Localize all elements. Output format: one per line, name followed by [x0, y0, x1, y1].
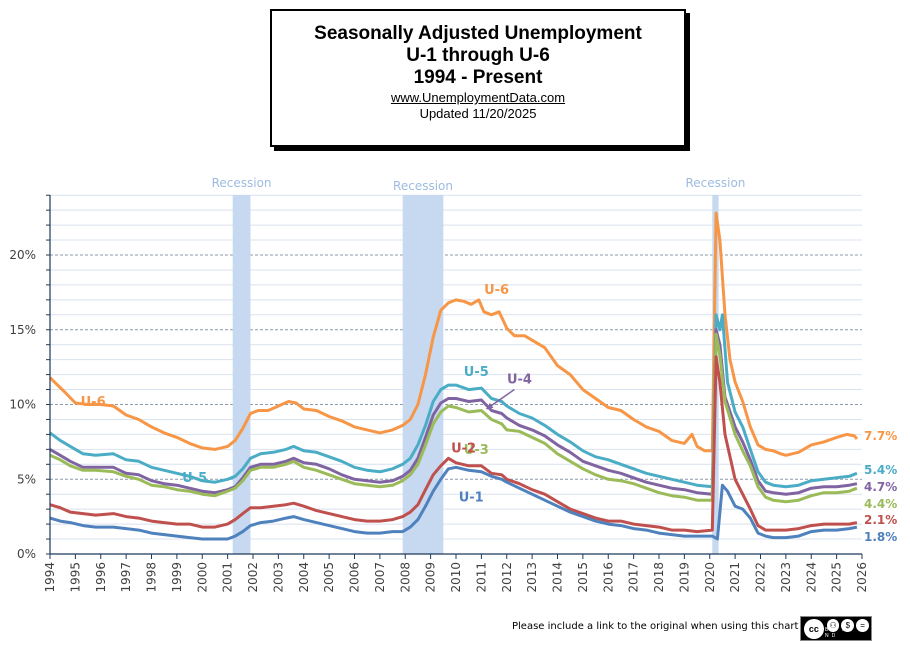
x-tick-label: 2018	[652, 562, 666, 593]
x-tick-label: 2016	[601, 562, 615, 593]
x-tick-label: 2021	[728, 562, 742, 593]
x-tick-label: 1997	[119, 562, 133, 593]
end-value-u-2: 2.1%	[864, 513, 897, 527]
series-label-u-4: U-4	[507, 373, 532, 388]
series-label-u-1: U-1	[459, 491, 484, 506]
end-value-u-1: 1.8%	[864, 530, 897, 544]
y-tick-label: 10%	[9, 398, 36, 412]
x-tick-label: 2023	[779, 562, 793, 593]
axes: 0% 5% 10% 15% 20% 1994 1995 1996 1997 1998 1999 200…	[9, 194, 869, 593]
x-tick-label: 2025	[830, 562, 844, 593]
attribution-note: Please include a link to the original wh…	[512, 621, 799, 632]
series-label-u-5: U-5	[464, 365, 489, 380]
y-tick-label: 20%	[9, 248, 36, 262]
y-tick-label: 5%	[17, 472, 36, 486]
x-tick-label: 2014	[551, 562, 565, 593]
cc-icon: cc	[803, 617, 825, 640]
x-tick-label: 2006	[348, 562, 362, 593]
title-box: Seasonally Adjusted Unemployment U-1 thr…	[270, 9, 686, 147]
recession-label: Recession	[685, 176, 745, 190]
x-tick-label: 2001	[221, 562, 235, 593]
chart-date-range: 1994 - Present	[413, 67, 543, 88]
x-tick-label: 2000	[195, 562, 209, 593]
series-label-u-5: U-5	[182, 471, 207, 486]
x-tick-label: 2015	[576, 562, 590, 593]
x-tick-label: 2026	[855, 562, 869, 593]
end-value-u-3: 4.4%	[864, 497, 897, 511]
x-tick-label: 2009	[424, 562, 438, 593]
x-tick-label: 2005	[322, 562, 336, 593]
series-line-u-2	[49, 355, 858, 534]
cc-by-nc-nd-icon[interactable]: cc ⚇ $ = BY NC ND	[800, 616, 872, 641]
by-icon: ⚇	[826, 619, 840, 632]
x-tick-label: 2007	[373, 562, 387, 593]
x-tick-label: 2012	[500, 562, 514, 593]
series-line-u-3	[49, 332, 858, 504]
x-tick-label: 2017	[627, 562, 641, 593]
y-tick-label: 15%	[9, 323, 36, 337]
series-label-u-2: U-2	[451, 441, 476, 456]
recession-band	[402, 195, 444, 554]
x-tick-label: 2020	[703, 562, 717, 593]
recession-band	[232, 195, 251, 554]
series-line-u-6	[48, 211, 859, 457]
source-link[interactable]: www.UnemploymentData.com	[390, 90, 566, 105]
y-tick-label: 0%	[17, 547, 36, 561]
series-line-u-1	[49, 465, 858, 541]
nd-icon: =	[856, 619, 869, 632]
series-line-u-4	[49, 328, 858, 496]
arrowhead-icon	[486, 402, 494, 409]
x-tick-label: 2019	[677, 562, 691, 593]
x-tick-label: 2002	[246, 562, 260, 593]
updated-date: Updated 11/20/2025	[419, 106, 537, 121]
x-tick-label: 1998	[145, 562, 159, 593]
x-tick-label: 2008	[398, 562, 412, 593]
x-tick-label: 2003	[271, 562, 285, 593]
recession-label: Recession	[212, 176, 272, 190]
chart-subtitle: U-1 through U-6	[406, 45, 550, 66]
end-value-u-5: 5.4%	[864, 463, 897, 477]
series-line-u-5	[49, 313, 858, 489]
license-text: BY NC ND	[825, 627, 856, 639]
series-label-u-6: U-6	[81, 395, 106, 410]
chart-title: Seasonally Adjusted Unemployment	[314, 23, 642, 44]
x-tick-label: 2024	[804, 562, 818, 593]
x-tick-label: 1999	[170, 562, 184, 593]
x-tick-label: 2004	[297, 562, 311, 593]
series-label-u-3: U-3	[464, 443, 489, 458]
series-labels: U-6 U-6 7.7% U-5 U-5 5.4% U-4 4.7% U-3 4.4% U-2 2.1…	[81, 283, 898, 544]
x-tick-label: 1996	[94, 562, 108, 593]
x-tick-label: 1994	[43, 562, 57, 593]
x-tick-label: 2011	[474, 562, 488, 593]
x-tick-label: 1995	[68, 562, 82, 593]
recession-label: Recession	[393, 179, 453, 193]
x-tick-label: 2022	[754, 562, 768, 593]
x-tick-label: 2013	[525, 562, 539, 593]
nc-icon: $	[841, 619, 855, 632]
end-value-u-4: 4.7%	[864, 480, 897, 494]
x-tick-label: 2010	[449, 562, 463, 593]
end-value-u-6: 7.7%	[864, 429, 897, 443]
series-label-u-6: U-6	[484, 283, 509, 298]
series-lines	[48, 211, 859, 541]
